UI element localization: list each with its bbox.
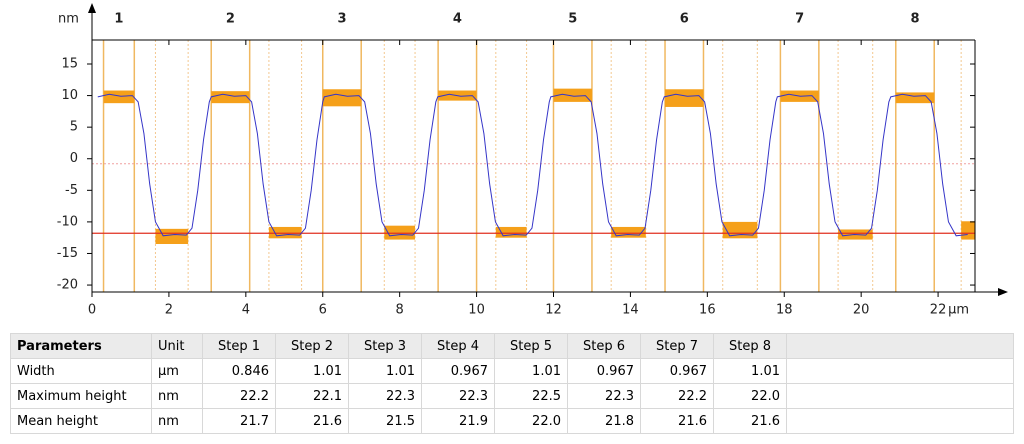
y-unit: nm <box>58 12 79 27</box>
cell: 22.5 <box>494 383 568 409</box>
x-unit: µm <box>948 303 969 318</box>
x-tick-label: 8 <box>396 303 404 318</box>
cell: Mean height <box>10 408 152 434</box>
step-label: 4 <box>453 12 462 27</box>
step-label: 6 <box>680 12 689 27</box>
cell: 21.8 <box>567 408 641 434</box>
y-tick-label: 15 <box>61 57 78 72</box>
y-arrow <box>88 3 96 13</box>
x-tick-label: 16 <box>699 303 716 318</box>
cell: 1.01 <box>713 358 787 384</box>
cell: Step 4 <box>421 333 495 359</box>
table-row: Maximum height nm 22.2 22.1 22.3 22.3 22.5 22.3… <box>10 383 1014 409</box>
measurement-region <box>495 226 527 238</box>
cell: Step 5 <box>494 333 568 359</box>
x-tick-label: 12 <box>545 303 562 318</box>
x-tick-label: 14 <box>622 303 639 318</box>
x-tick-label: 0 <box>88 303 96 318</box>
x-tick-label: 22 <box>930 303 947 318</box>
measurement-region <box>211 91 250 104</box>
measurement-region <box>155 228 189 244</box>
cell: 22.3 <box>421 383 495 409</box>
profile-line <box>97 93 968 237</box>
header-row: Parameters Unit Step 1 Step 2 Step 3 Step 4 St… <box>10 333 1014 359</box>
step-label: 7 <box>795 12 804 27</box>
x-arrow <box>998 288 1008 296</box>
empty-cell <box>786 383 1014 409</box>
cell: 0.967 <box>421 358 495 384</box>
cell: 21.6 <box>713 408 787 434</box>
parameters-table: Parameters Unit Step 1 Step 2 Step 3 Step 4 St… <box>10 333 1014 434</box>
table-row: Width µm 0.846 1.01 1.01 0.967 1.01 0.967 0.967 1… <box>10 358 1014 384</box>
cell: nm <box>151 383 203 409</box>
y-tick-label: -5 <box>65 183 78 198</box>
cell: 22.1 <box>275 383 349 409</box>
measurement-region <box>322 89 362 107</box>
measurement-region <box>384 225 416 240</box>
cell: 0.967 <box>640 358 714 384</box>
cell: 21.5 <box>348 408 422 434</box>
cell: Width <box>10 358 152 384</box>
empty-cell <box>786 333 1014 359</box>
cell: 22.0 <box>494 408 568 434</box>
measurement-region <box>961 221 975 240</box>
x-tick-label: 4 <box>242 303 250 318</box>
cell: 21.7 <box>202 408 276 434</box>
cell: 1.01 <box>494 358 568 384</box>
step-label: 5 <box>568 12 577 27</box>
x-tick-label: 10 <box>468 303 485 318</box>
cell: 1.01 <box>348 358 422 384</box>
measurement-region <box>665 89 704 107</box>
cell: 22.3 <box>348 383 422 409</box>
y-tick-label: -20 <box>57 278 78 293</box>
cell: Parameters <box>10 333 152 359</box>
cell: Step 6 <box>567 333 641 359</box>
y-tick-label: 0 <box>70 151 78 166</box>
empty-cell <box>786 358 1014 384</box>
cell: 21.9 <box>421 408 495 434</box>
cell: 0.846 <box>202 358 276 384</box>
measurement-region <box>268 226 302 239</box>
x-tick-label: 20 <box>853 303 870 318</box>
cell: 22.2 <box>202 383 276 409</box>
cell: nm <box>151 408 203 434</box>
y-tick-label: -10 <box>57 214 78 229</box>
cell: 22.2 <box>640 383 714 409</box>
y-tick-label: 5 <box>70 120 78 135</box>
step-label: 1 <box>114 12 123 27</box>
cell: µm <box>151 358 203 384</box>
cell: 22.3 <box>567 383 641 409</box>
cell: 0.967 <box>567 358 641 384</box>
cell: 22.0 <box>713 383 787 409</box>
cell: Maximum height <box>10 383 152 409</box>
measurement-region <box>722 221 758 239</box>
cell: 21.6 <box>275 408 349 434</box>
cell: 21.6 <box>640 408 714 434</box>
cell: Step 7 <box>640 333 714 359</box>
cell: Step 1 <box>202 333 276 359</box>
step-label: 2 <box>226 12 235 27</box>
x-tick-label: 18 <box>776 303 793 318</box>
y-tick-label: -15 <box>57 246 78 261</box>
x-tick-label: 6 <box>319 303 327 318</box>
measurement-region <box>895 92 935 104</box>
measurement-region <box>103 90 135 104</box>
table-row: Mean height nm 21.7 21.6 21.5 21.9 22.0 21.8 21.… <box>10 408 1014 434</box>
measurement-region <box>611 226 646 238</box>
y-tick-label: 10 <box>61 88 78 103</box>
cell: Unit <box>151 333 203 359</box>
step-label: 8 <box>910 12 919 27</box>
cell: 1.01 <box>275 358 349 384</box>
empty-cell <box>786 408 1014 434</box>
cell: Step 3 <box>348 333 422 359</box>
x-tick-label: 2 <box>165 303 173 318</box>
cell: Step 8 <box>713 333 787 359</box>
cell: Step 2 <box>275 333 349 359</box>
step-label: 3 <box>337 12 346 27</box>
measurement-region <box>553 88 592 102</box>
